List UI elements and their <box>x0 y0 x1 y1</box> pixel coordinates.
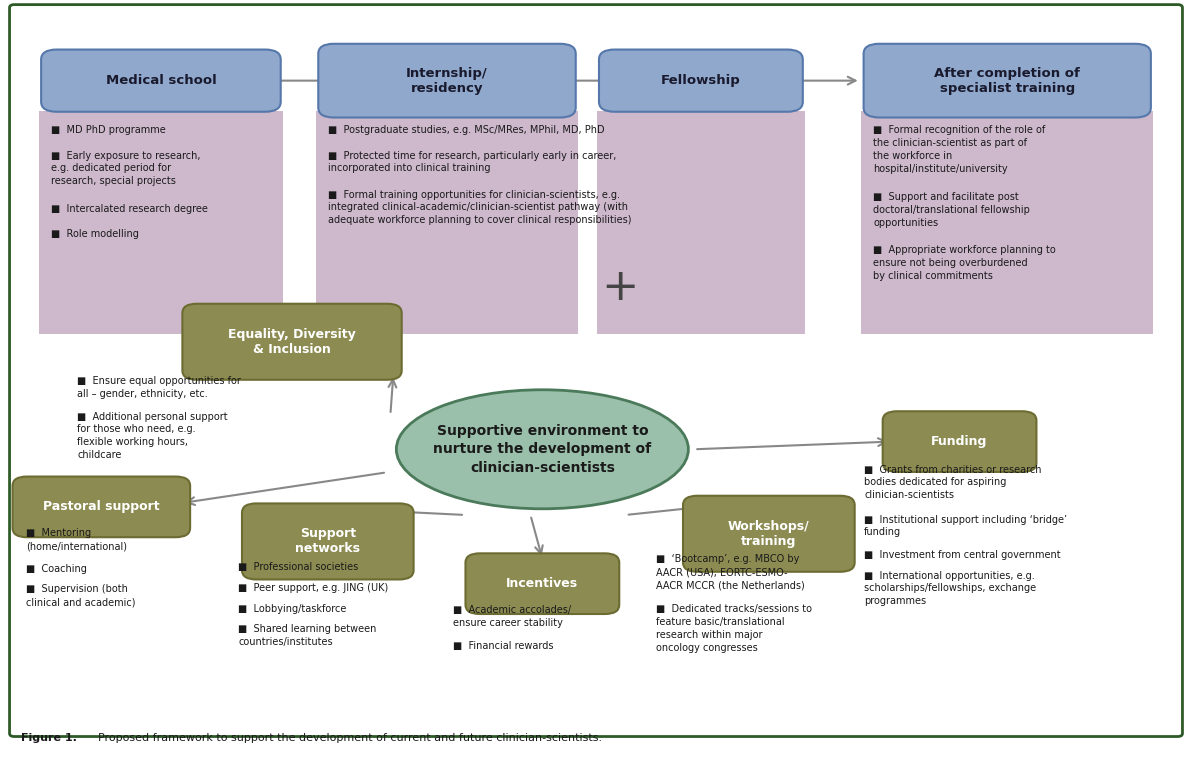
FancyBboxPatch shape <box>10 5 1182 737</box>
Text: ■  Protected time for research, particularly early in career,
incorporated into : ■ Protected time for research, particula… <box>328 151 616 174</box>
Ellipse shape <box>396 390 689 509</box>
Text: Incentives: Incentives <box>507 578 578 590</box>
FancyBboxPatch shape <box>596 111 806 334</box>
FancyBboxPatch shape <box>242 504 414 580</box>
FancyBboxPatch shape <box>42 50 281 111</box>
Text: Equality, Diversity
& Inclusion: Equality, Diversity & Inclusion <box>228 328 356 356</box>
Text: Workshops/
training: Workshops/ training <box>728 520 809 548</box>
FancyBboxPatch shape <box>182 303 402 379</box>
Text: ■  Role modelling: ■ Role modelling <box>51 229 138 239</box>
FancyBboxPatch shape <box>598 50 803 111</box>
FancyBboxPatch shape <box>863 44 1150 118</box>
Text: ■  Peer support, e.g. JING (UK): ■ Peer support, e.g. JING (UK) <box>238 583 389 593</box>
Text: ■  Postgraduate studies, e.g. MSc/MRes, MPhil, MD, PhD: ■ Postgraduate studies, e.g. MSc/MRes, M… <box>328 125 604 135</box>
FancyBboxPatch shape <box>13 476 191 538</box>
Text: ■  Support and facilitate post
doctoral/translational fellowship
opportunities: ■ Support and facilitate post doctoral/t… <box>873 192 1030 227</box>
FancyBboxPatch shape <box>318 44 576 118</box>
Text: ■  Early exposure to research,
e.g. dedicated period for
research, special proje: ■ Early exposure to research, e.g. dedic… <box>51 151 200 186</box>
Text: ■  Investment from central government: ■ Investment from central government <box>864 550 1061 560</box>
Text: ■  Supervision (both
clinical and academic): ■ Supervision (both clinical and academi… <box>26 584 136 607</box>
Text: ■  Dedicated tracks/sessions to
feature basic/translational
research within majo: ■ Dedicated tracks/sessions to feature b… <box>656 604 812 653</box>
FancyBboxPatch shape <box>465 553 620 614</box>
Text: Funding: Funding <box>931 435 988 448</box>
FancyBboxPatch shape <box>683 496 855 571</box>
Text: After completion of
specialist training: After completion of specialist training <box>935 67 1080 94</box>
Text: Proposed framework to support the development of current and future clinician-sc: Proposed framework to support the develo… <box>91 733 602 743</box>
Text: ■  Professional societies: ■ Professional societies <box>238 562 359 572</box>
Text: ■  Institutional support including ‘bridge’
funding: ■ Institutional support including ‘bridg… <box>864 515 1067 538</box>
FancyBboxPatch shape <box>316 111 578 334</box>
Text: Internship/
residency: Internship/ residency <box>406 67 488 94</box>
Text: ■  Ensure equal opportunities for
all – gender, ethnicity, etc.: ■ Ensure equal opportunities for all – g… <box>77 376 241 399</box>
Text: ■  Academic accolades/
ensure career stability: ■ Academic accolades/ ensure career stab… <box>453 605 571 628</box>
Text: ■  MD PhD programme: ■ MD PhD programme <box>51 125 166 135</box>
Text: Medical school: Medical school <box>106 74 216 87</box>
Text: ■  Additional personal support
for those who need, e.g.
flexible working hours,
: ■ Additional personal support for those … <box>77 412 228 460</box>
Text: ■  Formal recognition of the role of
the clinician-scientist as part of
the work: ■ Formal recognition of the role of the … <box>873 125 1045 174</box>
Text: ■  Mentoring
(home/international): ■ Mentoring (home/international) <box>26 528 128 551</box>
Text: ■  ‘Bootcamp’, e.g. MBCO by
AACR (USA), EORTC-ESMO-
AACR MCCR (the Netherlands): ■ ‘Bootcamp’, e.g. MBCO by AACR (USA), E… <box>656 554 805 590</box>
Text: ■  International opportunities, e.g.
scholarships/fellowships, exchange
programm: ■ International opportunities, e.g. scho… <box>864 571 1036 606</box>
Text: ■  Formal training opportunities for clinician-scientists, e.g.
integrated clini: ■ Formal training opportunities for clin… <box>328 190 632 225</box>
FancyBboxPatch shape <box>882 412 1036 472</box>
Text: ■  Coaching: ■ Coaching <box>26 564 87 574</box>
Text: Figure 1.: Figure 1. <box>21 733 77 743</box>
Text: ■  Financial rewards: ■ Financial rewards <box>453 641 553 650</box>
Text: ■  Shared learning between
countries/institutes: ■ Shared learning between countries/inst… <box>238 624 377 647</box>
Text: ■  Intercalated research degree: ■ Intercalated research degree <box>51 204 207 214</box>
FancyBboxPatch shape <box>39 111 283 334</box>
FancyBboxPatch shape <box>861 111 1154 334</box>
Text: Supportive environment to
nurture the development of
clinician-scientists: Supportive environment to nurture the de… <box>434 424 651 475</box>
Text: Pastoral support: Pastoral support <box>43 501 160 513</box>
Text: ■  Appropriate workforce planning to
ensure not being overburdened
by clinical c: ■ Appropriate workforce planning to ensu… <box>873 245 1056 280</box>
Text: +: + <box>601 266 639 310</box>
Text: Fellowship: Fellowship <box>662 74 740 87</box>
Text: ■  Lobbying/taskforce: ■ Lobbying/taskforce <box>238 604 347 614</box>
Text: Support
networks: Support networks <box>296 528 360 555</box>
Text: ■  Grants from charities or research
bodies dedicated for aspiring
clinician-sci: ■ Grants from charities or research bodi… <box>864 465 1042 500</box>
